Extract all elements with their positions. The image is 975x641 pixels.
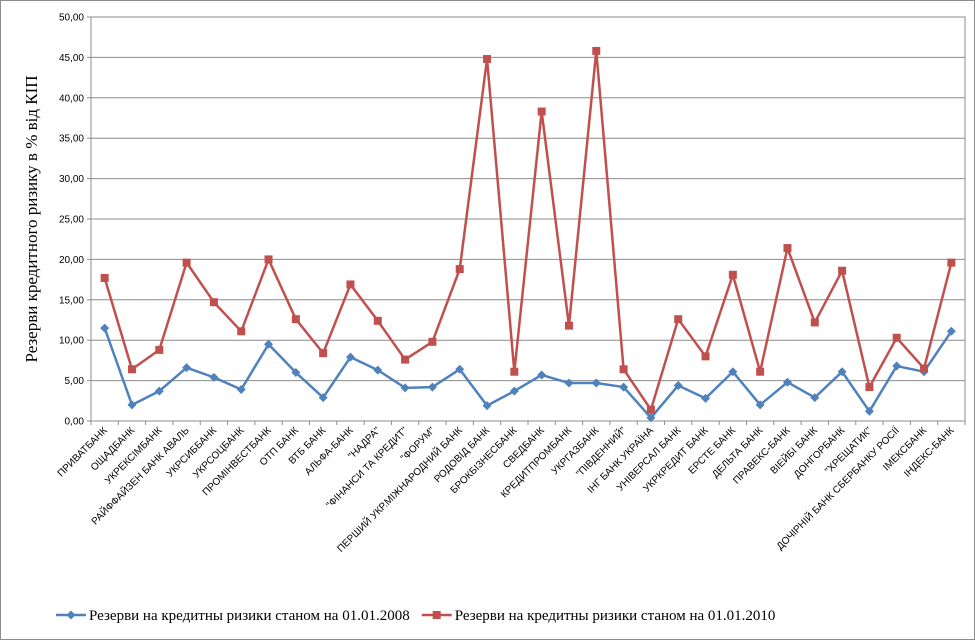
legend-entry-2: Резерви на кредитны ризики станом на 01.… bbox=[421, 608, 776, 624]
data-point bbox=[509, 386, 519, 396]
y-tick-label: 20,00 bbox=[59, 255, 84, 266]
data-point bbox=[455, 364, 465, 374]
data-point bbox=[646, 413, 656, 423]
data-point bbox=[127, 365, 136, 374]
y-axis-ticks: 0,00 5,00 10,00 15,00 20,00 25,00 30,00 35,00 40… bbox=[59, 13, 91, 428]
data-point bbox=[591, 378, 601, 388]
y-tick-label: 50,00 bbox=[59, 13, 84, 24]
data-point bbox=[427, 382, 437, 392]
data-point bbox=[182, 363, 192, 373]
y-tick-label: 35,00 bbox=[59, 134, 84, 145]
data-point bbox=[755, 400, 765, 410]
legend-label: Резерви на кредитны ризики станом на 01.… bbox=[455, 608, 776, 624]
data-point bbox=[264, 339, 274, 349]
data-point bbox=[373, 365, 383, 375]
gridlines bbox=[91, 16, 965, 422]
legend-marker bbox=[66, 610, 76, 620]
y-tick-label: 25,00 bbox=[59, 215, 84, 226]
data-point bbox=[537, 370, 547, 380]
data-point bbox=[946, 326, 956, 336]
data-point bbox=[264, 255, 273, 264]
data-point bbox=[619, 365, 628, 374]
data-point bbox=[127, 400, 137, 410]
data-point bbox=[728, 270, 737, 279]
series-line bbox=[103, 49, 953, 411]
data-point bbox=[373, 316, 382, 325]
series-2 bbox=[100, 46, 956, 414]
data-point bbox=[401, 355, 410, 364]
data-point bbox=[810, 318, 819, 327]
data-point bbox=[564, 378, 574, 388]
series-line bbox=[103, 327, 953, 420]
data-point bbox=[318, 393, 328, 403]
data-point bbox=[182, 258, 191, 267]
data-point bbox=[346, 280, 355, 289]
data-point bbox=[564, 321, 573, 330]
data-point bbox=[537, 107, 546, 116]
x-tick-label: ДОЧІРНІЙ БАНК СБЕРБАНКУ РОСІЇ bbox=[773, 424, 902, 553]
y-axis-label: Резерви кредитного ризику в % від КІП bbox=[22, 75, 41, 362]
data-point bbox=[756, 367, 765, 376]
data-point bbox=[345, 352, 355, 362]
x-axis-ticks: ПРИВАТБАНКОЩАДБАНКУКРЕКСІМБАНКРАЙФФАЙЗЕН… bbox=[56, 421, 966, 555]
data-point bbox=[673, 380, 683, 390]
y-tick-label: 10,00 bbox=[59, 336, 84, 347]
data-point bbox=[510, 367, 519, 376]
y-tick-label: 0,00 bbox=[65, 417, 85, 428]
data-point bbox=[400, 383, 410, 393]
y-tick-label: 45,00 bbox=[59, 53, 84, 64]
y-tick-label: 15,00 bbox=[59, 295, 84, 306]
legend-entry-1: Резерви на кредитны ризики станом на 01.… bbox=[56, 608, 410, 624]
series-layer bbox=[100, 46, 956, 423]
data-point bbox=[209, 372, 219, 382]
data-point bbox=[291, 368, 301, 378]
data-point bbox=[782, 377, 792, 387]
data-point bbox=[837, 367, 847, 377]
y-tick-label: 5,00 bbox=[65, 376, 85, 387]
data-point bbox=[865, 383, 874, 392]
data-point bbox=[674, 315, 683, 324]
data-point bbox=[154, 386, 164, 396]
data-point bbox=[482, 401, 492, 411]
data-point bbox=[100, 323, 110, 333]
data-point bbox=[864, 406, 874, 416]
data-point bbox=[319, 349, 328, 358]
data-point bbox=[592, 46, 601, 55]
y-tick-label: 30,00 bbox=[59, 174, 84, 185]
y-tick-label: 40,00 bbox=[59, 93, 84, 104]
data-point bbox=[209, 298, 218, 307]
legend-label: Резерви на кредитны ризики станом на 01.… bbox=[89, 608, 410, 624]
data-point bbox=[810, 393, 820, 403]
data-point bbox=[892, 361, 902, 371]
x-tick-label: ІНДЕКС-БАНК bbox=[902, 425, 956, 479]
data-point bbox=[455, 265, 464, 274]
data-point bbox=[701, 352, 710, 361]
data-point bbox=[236, 384, 246, 394]
data-point bbox=[783, 244, 792, 253]
data-point bbox=[892, 333, 901, 342]
data-point bbox=[100, 273, 109, 282]
data-point bbox=[237, 327, 246, 336]
data-point bbox=[428, 337, 437, 346]
data-point bbox=[838, 266, 847, 275]
data-point bbox=[947, 258, 956, 267]
data-point bbox=[619, 382, 629, 392]
legend: Резерви на кредитны ризики станом на 01.… bbox=[56, 608, 775, 624]
data-point bbox=[920, 364, 929, 373]
data-point bbox=[646, 405, 655, 414]
series-1 bbox=[100, 323, 956, 423]
data-point bbox=[483, 55, 492, 64]
data-point bbox=[155, 345, 164, 354]
data-point bbox=[701, 393, 711, 403]
data-point bbox=[728, 367, 738, 377]
data-point bbox=[291, 315, 300, 324]
legend-marker bbox=[432, 611, 441, 619]
